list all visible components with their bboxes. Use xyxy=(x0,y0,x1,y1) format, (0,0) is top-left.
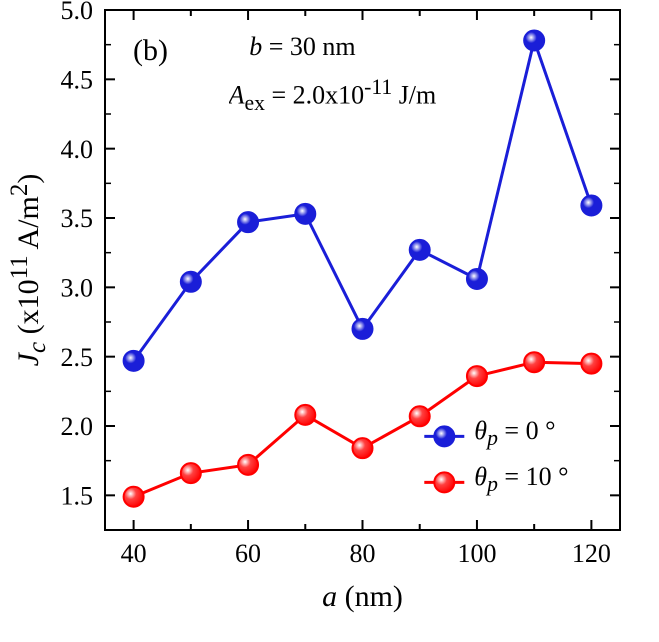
y-axis-label-group: Jc (x1011 A/m2) xyxy=(6,10,56,530)
data-point-theta_p_10 xyxy=(524,352,544,372)
data-point-theta_p_0 xyxy=(238,212,258,232)
data-point-theta_p_10 xyxy=(467,366,487,386)
y-tick-label: 4.5 xyxy=(61,65,94,94)
panel-label: (b) xyxy=(133,34,168,67)
data-point-theta_p_0 xyxy=(181,272,201,292)
legend-label-theta_p_0: θp = 0 ° xyxy=(474,416,659,468)
data-point-theta_p_0 xyxy=(295,204,315,224)
chart-svg: 4060801001201.52.02.53.03.54.04.55.0(b)b… xyxy=(0,0,659,642)
y-tick-label: 2.5 xyxy=(61,343,94,372)
x-tick-label: 60 xyxy=(235,539,261,568)
legend-label-theta_p_10: θp = 10 ° xyxy=(474,462,659,514)
y-tick-label: 3.0 xyxy=(61,273,94,302)
x-tick-label: 100 xyxy=(457,539,496,568)
x-axis-label: a (nm) xyxy=(105,580,620,630)
data-point-theta_p_0 xyxy=(467,269,487,289)
data-point-theta_p_10 xyxy=(124,487,144,507)
annotation-1: Aex = 2.0x10-11 J/m xyxy=(229,75,629,132)
data-point-theta_p_10 xyxy=(238,455,258,475)
data-point-theta_p_10 xyxy=(581,354,601,374)
x-tick-label: 40 xyxy=(121,539,147,568)
data-point-theta_p_0 xyxy=(581,196,601,216)
x-tick-label: 80 xyxy=(350,539,376,568)
y-axis-label: Jc (x1011 A/m2) xyxy=(6,10,56,530)
data-point-theta_p_0 xyxy=(353,319,373,339)
data-point-theta_p_0 xyxy=(124,351,144,371)
legend-marker-theta_p_0 xyxy=(434,426,454,446)
y-tick-label: 2.0 xyxy=(61,412,94,441)
y-tick-label: 4.0 xyxy=(61,135,94,164)
data-point-theta_p_10 xyxy=(353,438,373,458)
data-point-theta_p_10 xyxy=(295,405,315,425)
y-tick-label: 3.5 xyxy=(61,204,94,233)
y-tick-label: 5.0 xyxy=(61,0,94,25)
data-point-theta_p_10 xyxy=(181,463,201,483)
chart-container: 4060801001201.52.02.53.03.54.04.55.0(b)b… xyxy=(0,0,659,642)
data-point-theta_p_10 xyxy=(410,406,430,426)
y-tick-label: 1.5 xyxy=(61,481,94,510)
x-tick-label: 120 xyxy=(572,539,611,568)
legend-marker-theta_p_10 xyxy=(434,472,454,492)
data-point-theta_p_0 xyxy=(410,240,430,260)
